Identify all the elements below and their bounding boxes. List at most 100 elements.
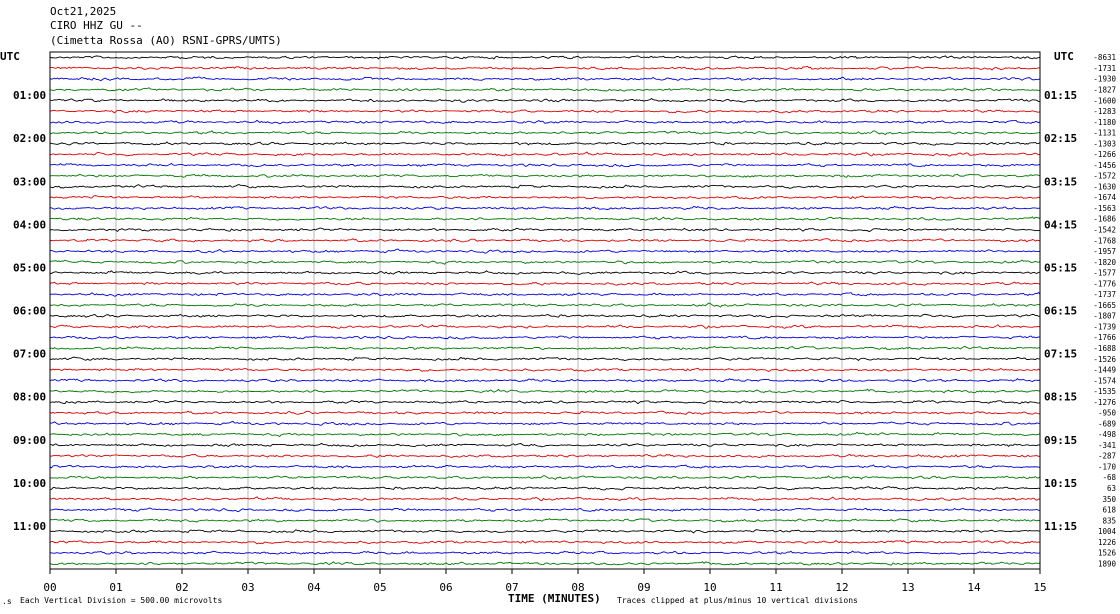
trace-row-24 xyxy=(49,313,1041,319)
row-offset-label: -1930 xyxy=(1093,75,1116,84)
row-offset-label: -1739 xyxy=(1093,322,1116,331)
row-offset-label: -1283 xyxy=(1093,107,1116,116)
trace-row-4 xyxy=(49,97,1041,103)
x-tick-label-06: 06 xyxy=(439,581,452,594)
trace-row-42 xyxy=(49,507,1041,512)
trace-row-29 xyxy=(49,367,1041,372)
right-hour-label: 10:15 xyxy=(1044,477,1077,490)
trace-row-6 xyxy=(49,119,1041,125)
trace-row-12 xyxy=(49,184,1041,189)
trace-row-43 xyxy=(49,518,1041,523)
row-offset-label: -1180 xyxy=(1093,118,1116,127)
trace-row-3 xyxy=(49,87,1041,92)
row-offset-label: 350 xyxy=(1102,495,1116,504)
timezone-right-label: UTC xyxy=(1054,50,1074,63)
row-offset-label: -1665 xyxy=(1093,301,1116,310)
left-hour-label: 06:00 xyxy=(13,305,46,318)
row-offset-label: -689 xyxy=(1098,419,1116,428)
row-offset-label: 63 xyxy=(1107,484,1116,493)
trace-row-5 xyxy=(49,109,1041,114)
row-offset-label: -1131 xyxy=(1093,129,1116,138)
right-hour-label: 04:15 xyxy=(1044,218,1077,231)
trace-row-15 xyxy=(49,216,1041,221)
clip-note: Traces clipped at plus/minus 10 vertical… xyxy=(617,596,858,605)
x-tick-label-01: 01 xyxy=(109,581,122,594)
row-offset-label: -1535 xyxy=(1093,387,1116,396)
row-offset-label: -1686 xyxy=(1093,215,1116,224)
left-hour-label: 08:00 xyxy=(13,391,46,404)
chart-footer: .s Each Vertical Division = 500.00 micro… xyxy=(2,592,858,606)
trace-row-23 xyxy=(49,302,1041,308)
trace-row-40 xyxy=(49,486,1041,491)
row-offset-label: -1957 xyxy=(1093,247,1116,256)
row-offset-label: -1768 xyxy=(1093,236,1116,245)
trace-row-35 xyxy=(49,431,1041,438)
row-offset-label: -8631 xyxy=(1093,53,1116,62)
x-tick-label-00: 00 xyxy=(43,581,56,594)
left-hour-labels: 01:00 02:00 03:00 04:00 05:00 06:00 07:00 08:00… xyxy=(13,89,46,533)
row-offset-label: -1266 xyxy=(1093,150,1116,159)
trace-row-19 xyxy=(49,259,1041,265)
trace-row-7 xyxy=(49,130,1041,136)
x-tick-label-10: 10 xyxy=(703,581,716,594)
row-offset-label: 1526 xyxy=(1098,549,1117,558)
plot-frame xyxy=(49,51,1041,570)
row-offset-label: -1526 xyxy=(1093,355,1116,364)
footer-corner-mark: .s xyxy=(2,597,12,606)
row-offset-label: -1827 xyxy=(1093,85,1116,94)
trace-row-2 xyxy=(49,76,1041,82)
x-tick-label-13: 13 xyxy=(901,581,914,594)
left-hour-label: 09:00 xyxy=(13,434,46,447)
trace-row-38 xyxy=(49,464,1041,469)
trace-row-9 xyxy=(49,151,1041,157)
row-offset-label: -1820 xyxy=(1093,258,1116,267)
trace-row-30 xyxy=(49,378,1041,383)
row-offset-label: -1674 xyxy=(1093,193,1116,202)
trace-row-14 xyxy=(49,205,1041,211)
seismic-traces xyxy=(49,55,1041,566)
row-offset-label: -950 xyxy=(1098,409,1117,418)
timezone-left-label: UTC xyxy=(0,50,20,63)
row-offset-label: -341 xyxy=(1098,441,1116,450)
trace-row-34 xyxy=(49,421,1041,426)
trace-row-46 xyxy=(49,550,1041,555)
right-hour-label: 01:15 xyxy=(1044,89,1077,102)
row-offset-label: -1807 xyxy=(1093,312,1116,321)
right-hour-label: 02:15 xyxy=(1044,132,1077,145)
row-offset-label: -287 xyxy=(1098,452,1116,461)
row-offset-label: -1776 xyxy=(1093,279,1116,288)
left-hour-label: 02:00 xyxy=(13,132,46,145)
trace-row-20 xyxy=(49,270,1041,275)
trace-row-26 xyxy=(49,335,1041,340)
trace-row-17 xyxy=(49,238,1041,243)
x-tick-label-12: 12 xyxy=(835,581,848,594)
trace-row-8 xyxy=(49,141,1041,146)
trace-row-32 xyxy=(49,399,1041,405)
x-tick-label-04: 04 xyxy=(307,581,321,594)
trace-row-25 xyxy=(49,323,1041,329)
right-hour-label: 05:15 xyxy=(1044,261,1077,274)
x-tick-label-11: 11 xyxy=(769,581,782,594)
row-offset-label: 618 xyxy=(1102,506,1116,515)
x-axis-label: TIME (MINUTES) xyxy=(508,592,601,605)
header-station: CIRO HHZ GU -- xyxy=(50,19,143,32)
row-offset-label: -1276 xyxy=(1093,398,1116,407)
left-hour-label: 11:00 xyxy=(13,520,46,533)
x-tick-label-07: 07 xyxy=(505,581,518,594)
row-offset-labels: -8631 -1731 -1930-1827 -1600 -1283 -1180 -1131… xyxy=(1093,53,1116,568)
x-tick-label-05: 05 xyxy=(373,581,386,594)
row-offset-label: -1574 xyxy=(1093,376,1116,385)
trace-row-11 xyxy=(49,173,1041,178)
row-offset-label: -1542 xyxy=(1093,226,1116,235)
scale-note: Each Vertical Division = 500.00 microvol… xyxy=(20,596,222,605)
row-offset-label: -1572 xyxy=(1093,172,1116,181)
left-hour-label: 10:00 xyxy=(13,477,46,490)
trace-row-39 xyxy=(49,475,1041,480)
row-offset-label: -1303 xyxy=(1093,139,1116,148)
row-offset-label: -1577 xyxy=(1093,269,1116,278)
left-hour-label: 07:00 xyxy=(13,348,46,361)
row-offset-label: -1449 xyxy=(1093,366,1116,375)
row-offset-label: -1737 xyxy=(1093,290,1116,299)
trace-row-45 xyxy=(49,540,1041,545)
